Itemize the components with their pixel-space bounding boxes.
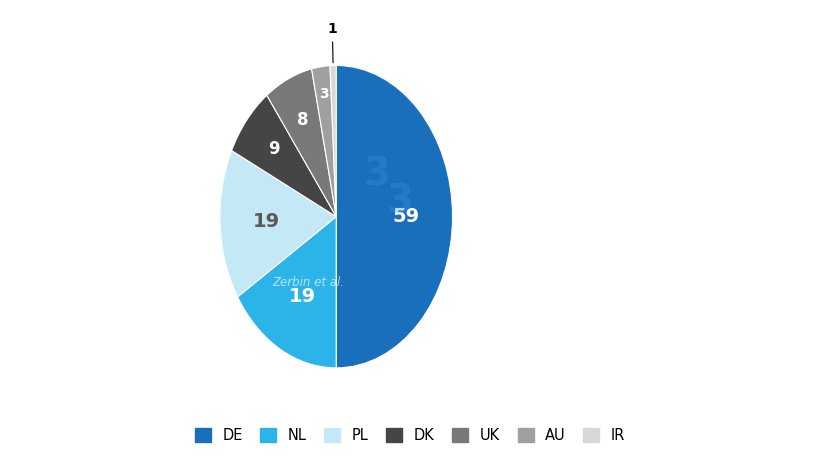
Wedge shape — [238, 217, 336, 368]
Text: 9: 9 — [267, 140, 279, 158]
Text: 59: 59 — [392, 207, 419, 226]
Text: 3: 3 — [363, 155, 390, 193]
Wedge shape — [329, 65, 336, 217]
Text: 19: 19 — [288, 287, 315, 306]
Text: Zerbin et al.: Zerbin et al. — [272, 276, 344, 290]
Text: 1: 1 — [327, 23, 337, 63]
Text: 3: 3 — [319, 87, 328, 101]
Wedge shape — [311, 65, 336, 217]
Text: 8: 8 — [296, 111, 308, 129]
Wedge shape — [219, 151, 336, 297]
Text: 19: 19 — [252, 212, 280, 231]
Wedge shape — [336, 65, 452, 368]
Text: 3: 3 — [386, 183, 414, 220]
Legend: DE, NL, PL, DK, UK, AU, IR: DE, NL, PL, DK, UK, AU, IR — [188, 422, 631, 449]
Wedge shape — [266, 69, 336, 217]
Wedge shape — [231, 95, 336, 217]
